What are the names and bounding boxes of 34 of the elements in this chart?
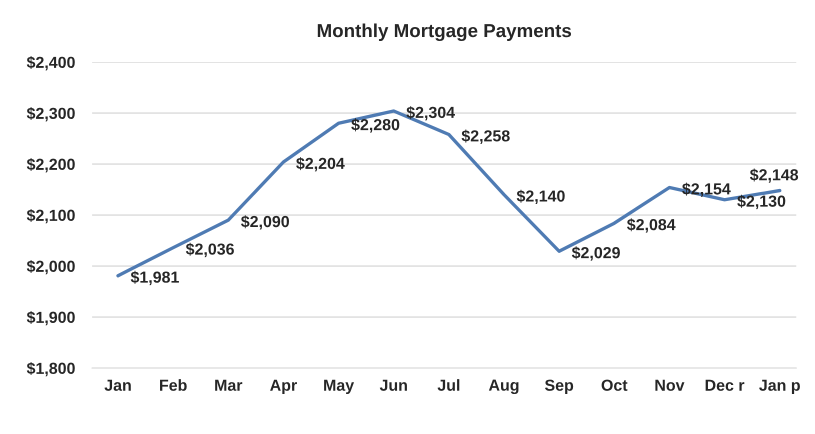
- x-tick-label: Sep: [544, 380, 574, 394]
- x-tick-label: Aug: [488, 380, 518, 394]
- x-tick-label: Mar: [215, 380, 242, 391]
- y-tick-label: $1,900: [26, 310, 75, 326]
- data-label: $1,981: [130, 270, 179, 286]
- x-tick-label: Dec r: [706, 380, 744, 391]
- y-tick-label: $1,800: [26, 362, 75, 376]
- data-label: $2,280: [351, 118, 400, 133]
- y-tick-label: $2,100: [26, 208, 75, 224]
- data-label: $2,036: [186, 242, 234, 258]
- chart-title: Monthly Mortgage Payments: [318, 23, 572, 42]
- x-tick-label: Feb: [160, 379, 187, 391]
- data-label: $2,304: [406, 106, 455, 120]
- x-tick-label: Jan: [104, 380, 131, 391]
- x-tick-label: May: [324, 380, 354, 394]
- data-label: $2,204: [296, 157, 345, 172]
- data-label: $2,148: [750, 168, 798, 183]
- data-label: $2,130: [737, 194, 786, 210]
- data-label: $2,090: [241, 215, 289, 230]
- y-tick-label: $2,400: [26, 56, 75, 70]
- data-label: $2,154: [682, 182, 731, 197]
- y-tick-label: $2,300: [26, 106, 75, 122]
- data-label: $2,258: [462, 130, 510, 144]
- x-tick-label: Oct: [602, 380, 628, 391]
- y-tick-label: $2,200: [26, 158, 75, 172]
- x-tick-label: Jan p: [759, 380, 800, 394]
- data-label: $2,084: [626, 218, 676, 233]
- x-tick-label: Apr: [270, 380, 297, 394]
- x-tick-label: Jun: [380, 380, 407, 391]
- data-label: $2,029: [572, 246, 620, 261]
- data-label: $2,140: [516, 190, 565, 204]
- y-tick-label: $2,000: [26, 260, 75, 274]
- x-tick-label: Nov: [655, 380, 684, 391]
- x-tick-label: Jul: [438, 379, 460, 391]
